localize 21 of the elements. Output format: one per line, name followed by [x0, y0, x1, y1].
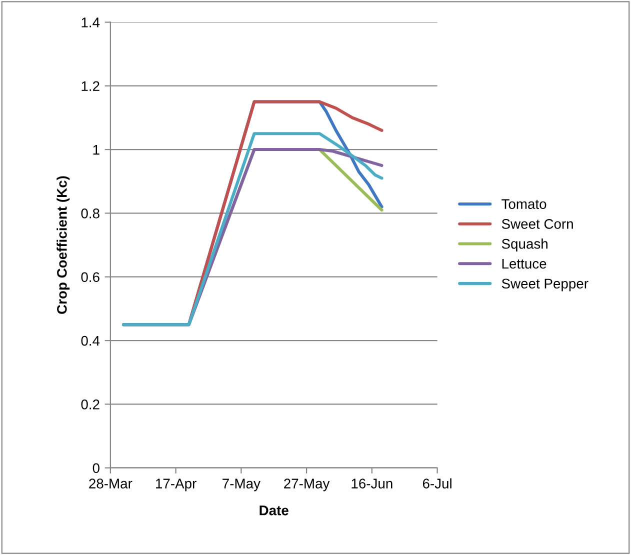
x-tick-label: 6-Jul	[422, 478, 452, 488]
x-tick-label: 7-May	[222, 478, 260, 492]
y-tick-label: 0.6	[81, 272, 100, 282]
x-tick-label: 17-Apr	[156, 478, 196, 492]
y-tick-label: 1.4	[82, 18, 100, 28]
x-tick-label: 27-May	[284, 478, 330, 492]
legend-label: Lettuce	[502, 258, 546, 269]
x-tick-label: 28-Mar	[89, 478, 132, 488]
legend-label: Squash	[502, 238, 548, 252]
legend-label: Sweet Pepper	[502, 278, 588, 292]
y-axis-title: Crop Coefficient (Kc)	[56, 176, 70, 314]
y-tick-label: 0	[92, 463, 100, 474]
x-axis-title: Date	[260, 506, 288, 516]
x-tick-label: 16-Jun	[352, 478, 392, 488]
legend-label: Tomato	[502, 199, 546, 209]
y-tick-label: 1	[93, 145, 100, 155]
legend-label: Sweet Corn	[502, 219, 573, 229]
y-tick-label: 1.2	[82, 81, 100, 91]
y-tick-label: 0.2	[81, 400, 100, 410]
y-tick-label: 0.4	[81, 336, 100, 346]
y-tick-label: 0.8	[81, 208, 100, 218]
